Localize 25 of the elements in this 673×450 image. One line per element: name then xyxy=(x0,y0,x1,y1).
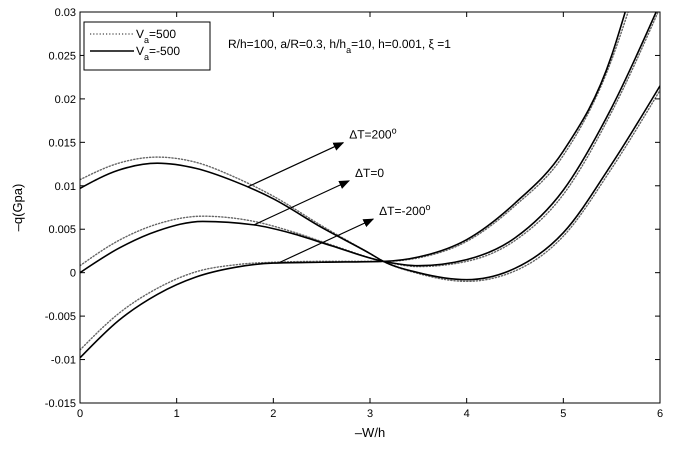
y-tick-label: 0.005 xyxy=(48,224,76,236)
x-tick-label: 2 xyxy=(270,408,276,420)
y-tick-label: -0.015 xyxy=(44,398,76,410)
y-tick-label: 0.025 xyxy=(48,50,76,62)
y-tick-label: 0.01 xyxy=(54,180,76,193)
legend-label: V$_{a}$=-500 xyxy=(136,44,180,62)
x-tick-label: 0 xyxy=(76,408,84,420)
x-axis-title: –W/h xyxy=(354,425,386,440)
x-tick-label: 5 xyxy=(560,408,566,420)
y-tick-label: 0.015 xyxy=(48,137,76,150)
x-tick-label: 4 xyxy=(464,408,470,420)
annotation: ΔT=-200$^{o}$ xyxy=(379,202,431,218)
x-tick-label: 1 xyxy=(174,408,180,420)
annotation: ΔT=0 xyxy=(355,166,384,180)
y-tick-label: 0 xyxy=(70,268,76,280)
x-tick-label: 6 xyxy=(656,408,664,420)
y-tick-label: 0.02 xyxy=(54,94,76,106)
y-tick-label: -0.01 xyxy=(50,354,76,367)
annotation: R/h=100, a/R=0.3, h/h$_{a}$=10, h=0.001, ξ =1 xyxy=(228,37,452,55)
legend-label: V$_{a}$=500 xyxy=(136,27,176,45)
y-tick-label: -0.005 xyxy=(44,311,76,324)
x-tick-label: 3 xyxy=(366,408,374,420)
y-axis-title: –q(Gpa) xyxy=(10,184,25,232)
annotation: ΔT=200$^{o}$ xyxy=(349,126,397,142)
y-tick-label: 0.03 xyxy=(54,7,76,19)
